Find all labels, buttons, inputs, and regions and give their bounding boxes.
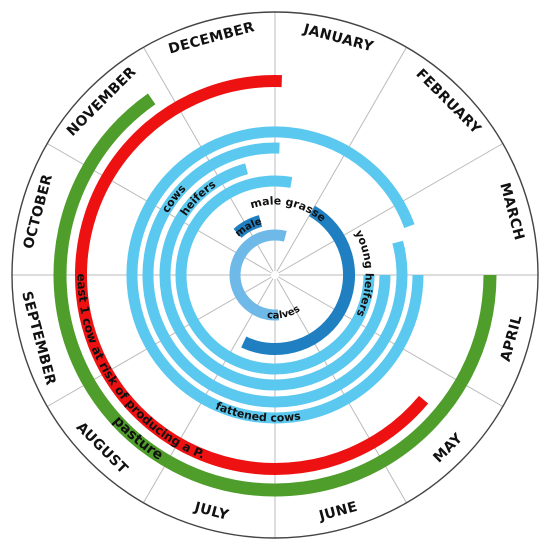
heifers-arc [159,163,391,391]
month-label-september: SEPTEMBER [18,290,58,388]
month-label-march: MARCH [496,181,527,242]
month-divider [143,46,274,272]
month-label-october: OCTOBER [21,172,56,250]
calves-label: calves [266,304,302,322]
young-heifers-label: young heifers [352,228,375,319]
month-divider [278,143,504,274]
female-grassers-arc [241,205,356,355]
month-label-january: JANUARY [301,21,376,55]
month-divider [276,46,407,272]
month-dividers [12,12,538,538]
month-label-june: JUNE [317,499,360,525]
calves-arc [229,229,287,321]
male-arc [233,215,263,239]
young-heifers-arc [175,175,375,375]
month-label-july: JULY [192,499,231,524]
cows-arc [142,142,408,408]
month-label-november: NOVEMBER [64,64,140,140]
calf-risk-arc [74,75,429,475]
fattened-cows-arc [126,126,424,424]
outer-ring [11,11,539,539]
month-labels: JANUARYFEBRUARYMARCHAPRILMAYJUNEJULYAUGU… [18,19,527,525]
month-label-april: APRIL [498,313,526,363]
activity-arcs [53,75,497,497]
month-label-december: DECEMBER [167,19,257,57]
pasture-arc [53,93,497,497]
